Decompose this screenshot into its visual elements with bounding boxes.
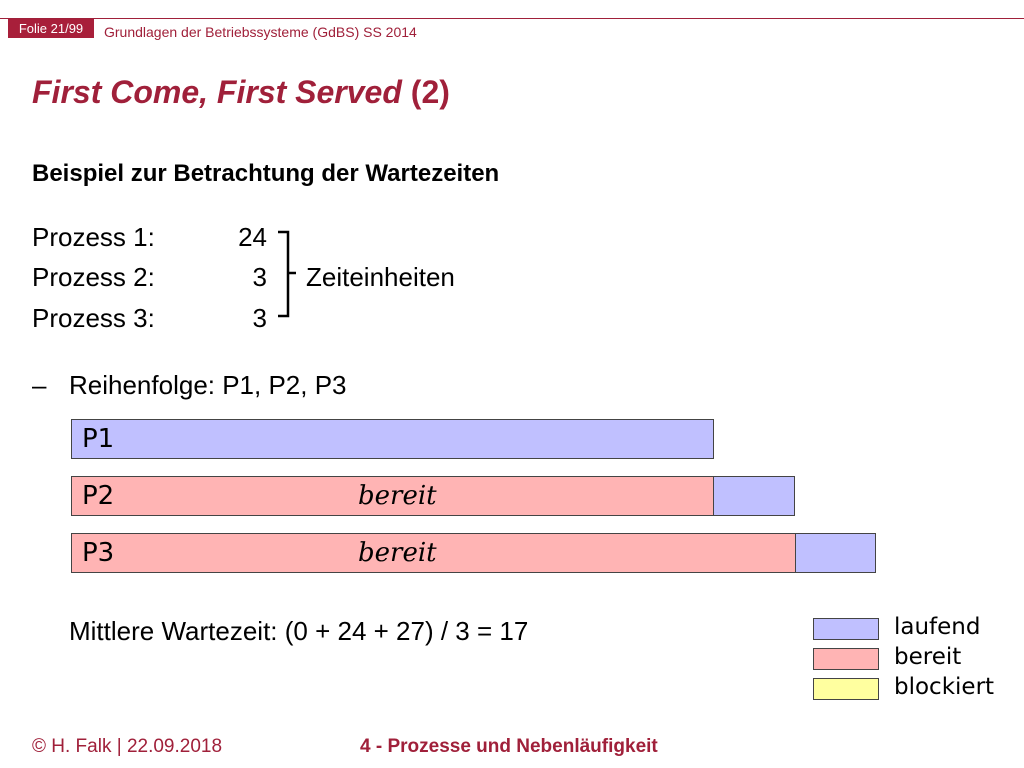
slide-number-badge: Folie 21/99 bbox=[8, 19, 94, 38]
process-1-label: Prozess 1: bbox=[32, 222, 155, 252]
slide-title: First Come, First Served (2) bbox=[32, 74, 450, 111]
right-bracket-icon bbox=[278, 230, 296, 318]
legend-swatch-ready bbox=[813, 648, 879, 670]
gantt-p3-label: P3 bbox=[82, 538, 115, 568]
footer-author-date: © H. Falk | 22.09.2018 bbox=[32, 736, 223, 757]
legend-swatch-running bbox=[813, 618, 879, 640]
unit-label: Zeiteinheiten bbox=[306, 262, 455, 292]
legend-label-ready: bereit bbox=[894, 644, 962, 670]
bullet-dash: – bbox=[32, 370, 47, 400]
gantt-p3-running bbox=[795, 533, 876, 573]
gantt-p1-running: P1 bbox=[71, 419, 714, 459]
process-2-value: 3 bbox=[252, 262, 267, 292]
gantt-p2-state: bereit bbox=[358, 481, 437, 511]
average-wait-text: Mittlere Wartezeit: (0 + 24 + 27) / 3 = … bbox=[69, 616, 529, 646]
slide-title-emphasis: First Come, First Served bbox=[32, 74, 402, 110]
course-title: Grundlagen der Betriebssysteme (GdBS) SS… bbox=[104, 24, 417, 40]
gantt-p2-ready: P2 bereit bbox=[71, 476, 714, 516]
footer-chapter: 4 - Prozesse und Nebenläufigkeit bbox=[360, 736, 658, 757]
header-divider bbox=[0, 18, 1024, 19]
process-2-label: Prozess 2: bbox=[32, 262, 155, 292]
slide-title-suffix: (2) bbox=[401, 74, 450, 110]
gantt-p3-state: bereit bbox=[358, 538, 437, 568]
legend-swatch-blocked bbox=[813, 678, 879, 700]
gantt-p1-label: P1 bbox=[82, 424, 115, 454]
order-text: Reihenfolge: P1, P2, P3 bbox=[69, 370, 347, 400]
legend-label-running: laufend bbox=[894, 614, 981, 640]
gantt-p3-ready: P3 bereit bbox=[71, 533, 796, 573]
process-3-value: 3 bbox=[252, 303, 267, 333]
legend-label-blocked: blockiert bbox=[894, 674, 995, 700]
gantt-p2-label: P2 bbox=[82, 481, 115, 511]
process-1-value: 24 bbox=[238, 222, 267, 252]
process-3-label: Prozess 3: bbox=[32, 303, 155, 333]
slide-subtitle: Beispiel zur Betrachtung der Wartezeiten bbox=[32, 160, 500, 187]
gantt-p2-running bbox=[713, 476, 795, 516]
